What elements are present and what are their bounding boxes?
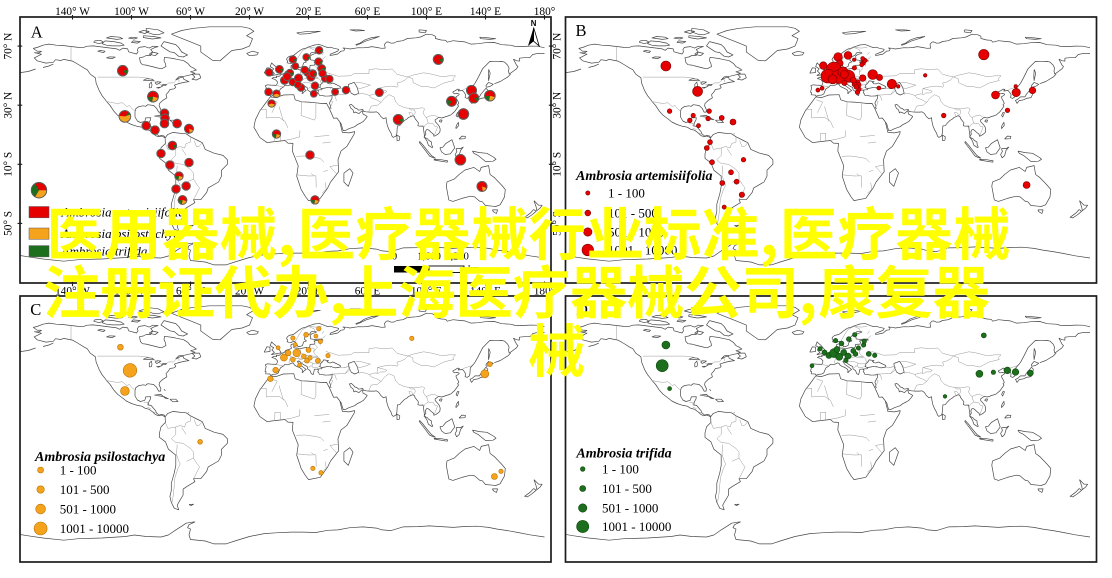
svg-text:C: C — [30, 300, 41, 319]
svg-text:10° S: 10° S — [552, 152, 564, 177]
svg-text:70° N: 70° N — [552, 33, 564, 60]
svg-text:101 - 500: 101 - 500 — [60, 482, 110, 497]
svg-text:10° S: 10° S — [3, 152, 15, 177]
svg-text:A: A — [31, 22, 43, 41]
svg-text:20° W: 20° W — [235, 6, 264, 18]
svg-text:60° W: 60° W — [176, 6, 205, 18]
svg-text:100° W: 100° W — [114, 6, 149, 18]
svg-text:101 - 500: 101 - 500 — [602, 481, 652, 496]
svg-text:180°: 180° — [534, 6, 555, 18]
svg-text:1001 - 10000: 1001 - 10000 — [60, 521, 129, 536]
svg-text:Ambrosia psilostachya: Ambrosia psilostachya — [34, 450, 165, 465]
svg-text:Ambrosia artemisiifolia: Ambrosia artemisiifolia — [575, 169, 713, 184]
svg-text:N: N — [531, 19, 537, 28]
svg-text:100° E: 100° E — [411, 6, 442, 18]
svg-text:501 - 1000: 501 - 1000 — [60, 502, 116, 517]
svg-text:501 - 1000: 501 - 1000 — [602, 501, 658, 516]
svg-text:1001 - 10000: 1001 - 10000 — [602, 519, 671, 534]
svg-text:140° W: 140° W — [55, 6, 90, 18]
svg-text:60° E: 60° E — [355, 6, 381, 18]
svg-text:70° N: 70° N — [3, 33, 15, 60]
svg-text:50° S: 50° S — [3, 211, 15, 236]
svg-text:1 - 100: 1 - 100 — [602, 462, 639, 477]
svg-text:30° N: 30° N — [3, 92, 15, 119]
svg-text:B: B — [576, 21, 587, 40]
svg-text:20° E: 20° E — [296, 6, 322, 18]
svg-text:140° E: 140° E — [470, 6, 501, 18]
svg-text:1 - 100: 1 - 100 — [608, 186, 645, 201]
svg-text:1 - 100: 1 - 100 — [60, 463, 97, 478]
svg-text:30° N: 30° N — [552, 92, 564, 119]
svg-text:Ambrosia trifida: Ambrosia trifida — [575, 447, 671, 462]
